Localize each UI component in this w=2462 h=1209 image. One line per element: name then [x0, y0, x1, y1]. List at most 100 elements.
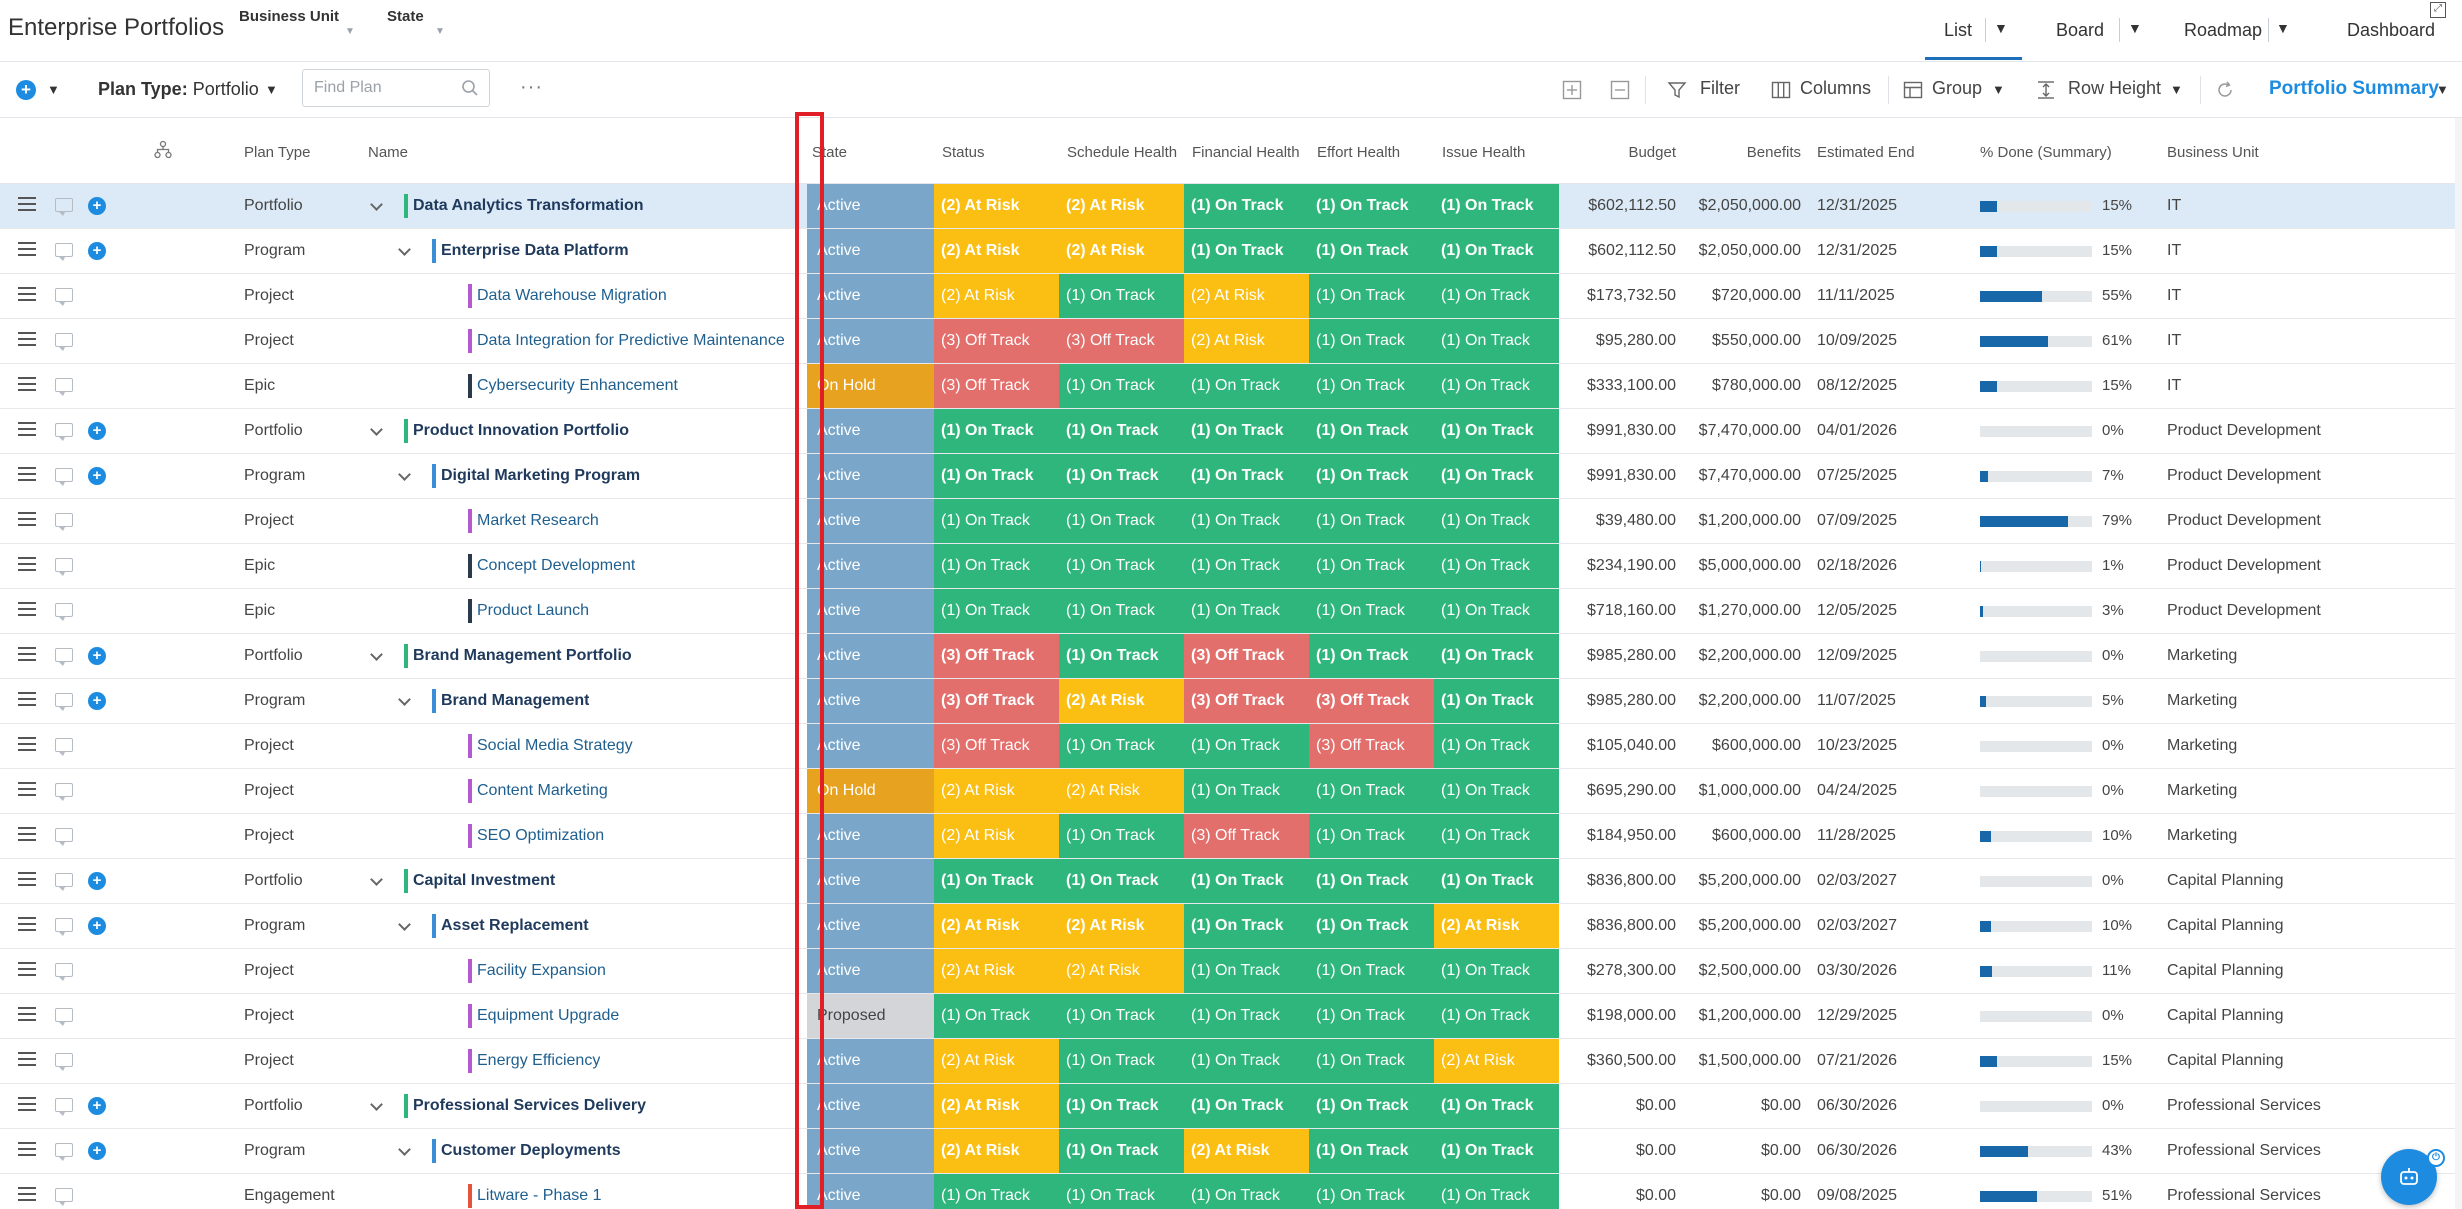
- effort-health-cell[interactable]: (1) On Track: [1309, 814, 1434, 858]
- financial-health-cell[interactable]: (1) On Track: [1184, 769, 1309, 813]
- drag-handle-icon[interactable]: [18, 1052, 36, 1068]
- schedule-health-cell[interactable]: (1) On Track: [1059, 589, 1184, 633]
- column-header-name[interactable]: Name: [368, 144, 409, 161]
- issue-health-cell[interactable]: (1) On Track: [1434, 1129, 1559, 1173]
- chevron-down-icon[interactable]: [370, 198, 383, 211]
- add-child-button[interactable]: +: [88, 242, 106, 260]
- chevron-down-icon[interactable]: [370, 648, 383, 661]
- add-child-button[interactable]: +: [88, 197, 106, 215]
- plan-name-link[interactable]: Concept Development: [477, 557, 636, 574]
- schedule-health-cell[interactable]: (1) On Track: [1059, 859, 1184, 903]
- state-cell[interactable]: Active: [807, 634, 934, 678]
- financial-health-cell[interactable]: (1) On Track: [1184, 364, 1309, 408]
- comment-icon[interactable]: [55, 468, 73, 486]
- table-row[interactable]: + Portfolio Product Innovation Portfolio Ac…: [0, 409, 2462, 454]
- plan-name-link[interactable]: Professional Services Delivery: [413, 1097, 647, 1114]
- table-row[interactable]: Project Data Integration for Predictive M…: [0, 319, 2462, 364]
- effort-health-cell[interactable]: (1) On Track: [1309, 1129, 1434, 1173]
- financial-health-cell[interactable]: (1) On Track: [1184, 904, 1309, 948]
- chevron-down-icon[interactable]: [398, 918, 411, 931]
- state-cell[interactable]: Active: [807, 949, 934, 993]
- plan-name-link[interactable]: Product Innovation Portfolio: [413, 422, 629, 439]
- issue-health-cell[interactable]: (1) On Track: [1434, 499, 1559, 543]
- group-icon[interactable]: [1903, 81, 1923, 99]
- comment-icon[interactable]: [55, 198, 73, 216]
- chevron-down-icon[interactable]: [398, 1143, 411, 1156]
- financial-health-cell[interactable]: (1) On Track: [1184, 994, 1309, 1038]
- financial-health-cell[interactable]: (1) On Track: [1184, 229, 1309, 273]
- schedule-health-cell[interactable]: (1) On Track: [1059, 274, 1184, 318]
- financial-health-cell[interactable]: (1) On Track: [1184, 1084, 1309, 1128]
- financial-health-cell[interactable]: (1) On Track: [1184, 454, 1309, 498]
- state-cell[interactable]: On Hold: [807, 364, 934, 408]
- state-cell[interactable]: Active: [807, 229, 934, 273]
- column-header-plan-type[interactable]: Plan Type: [244, 144, 311, 161]
- state-cell[interactable]: Active: [807, 184, 934, 228]
- column-header-schedule-health[interactable]: Schedule Health: [1067, 144, 1178, 161]
- column-header-budget[interactable]: Budget: [1628, 144, 1676, 161]
- schedule-health-cell[interactable]: (2) At Risk: [1059, 229, 1184, 273]
- drag-handle-icon[interactable]: [18, 1187, 36, 1203]
- state-filter[interactable]: State: [387, 8, 424, 25]
- column-header-benefits[interactable]: Benefits: [1746, 144, 1801, 161]
- effort-health-cell[interactable]: (1) On Track: [1309, 634, 1434, 678]
- state-cell[interactable]: On Hold: [807, 769, 934, 813]
- comment-icon[interactable]: [55, 738, 73, 756]
- issue-health-cell[interactable]: (2) At Risk: [1434, 1039, 1559, 1083]
- status-health-cell[interactable]: (1) On Track: [934, 589, 1059, 633]
- row-height-button[interactable]: Row Height: [2068, 78, 2162, 98]
- plan-name-link[interactable]: Facility Expansion: [477, 962, 606, 979]
- table-row[interactable]: + Portfolio Professional Services Delivery…: [0, 1084, 2462, 1129]
- status-health-cell[interactable]: (3) Off Track: [934, 724, 1059, 768]
- financial-health-cell[interactable]: (2) At Risk: [1184, 319, 1309, 363]
- comment-icon[interactable]: [55, 513, 73, 531]
- financial-health-cell[interactable]: (1) On Track: [1184, 724, 1309, 768]
- tab-roadmap[interactable]: Roadmap: [2184, 20, 2263, 40]
- effort-health-cell[interactable]: (1) On Track: [1309, 364, 1434, 408]
- schedule-health-cell[interactable]: (1) On Track: [1059, 499, 1184, 543]
- business-unit-filter[interactable]: Business Unit: [239, 8, 340, 25]
- schedule-health-cell[interactable]: (2) At Risk: [1059, 184, 1184, 228]
- search-box[interactable]: [302, 69, 490, 107]
- comment-icon[interactable]: [55, 558, 73, 576]
- effort-health-cell[interactable]: (1) On Track: [1309, 994, 1434, 1038]
- status-health-cell[interactable]: (3) Off Track: [934, 319, 1059, 363]
- state-cell[interactable]: Active: [807, 589, 934, 633]
- issue-health-cell[interactable]: (1) On Track: [1434, 769, 1559, 813]
- collapse-all-icon[interactable]: [1610, 80, 1630, 100]
- comment-icon[interactable]: [55, 243, 73, 261]
- effort-health-cell[interactable]: (1) On Track: [1309, 499, 1434, 543]
- table-row[interactable]: + Portfolio Brand Management Portfolio Acti…: [0, 634, 2462, 679]
- column-header-issue-health[interactable]: Issue Health: [1442, 144, 1526, 161]
- chevron-down-icon[interactable]: [370, 423, 383, 436]
- refresh-icon[interactable]: [2215, 80, 2235, 100]
- column-header-effort-health[interactable]: Effort Health: [1317, 144, 1401, 161]
- add-child-button[interactable]: +: [88, 917, 106, 935]
- status-health-cell[interactable]: (2) At Risk: [934, 904, 1059, 948]
- plan-name-link[interactable]: Data Analytics Transformation: [413, 197, 644, 214]
- financial-health-cell[interactable]: (3) Off Track: [1184, 814, 1309, 858]
- financial-health-cell[interactable]: (1) On Track: [1184, 589, 1309, 633]
- add-child-button[interactable]: +: [88, 467, 106, 485]
- list-view-chevron-down-icon[interactable]: ▼: [1994, 20, 2008, 36]
- drag-handle-icon[interactable]: [18, 197, 36, 213]
- comment-icon[interactable]: [55, 288, 73, 306]
- schedule-health-cell[interactable]: (2) At Risk: [1059, 769, 1184, 813]
- assistant-power-icon[interactable]: ⏻: [2427, 1149, 2445, 1167]
- table-row[interactable]: Project Social Media Strategy Active (3) Of…: [0, 724, 2462, 769]
- drag-handle-icon[interactable]: [18, 917, 36, 933]
- chevron-down-icon[interactable]: [370, 1098, 383, 1111]
- issue-health-cell[interactable]: (1) On Track: [1434, 994, 1559, 1038]
- comment-icon[interactable]: [55, 1008, 73, 1026]
- effort-health-cell[interactable]: (1) On Track: [1309, 229, 1434, 273]
- status-health-cell[interactable]: (3) Off Track: [934, 634, 1059, 678]
- schedule-health-cell[interactable]: (1) On Track: [1059, 409, 1184, 453]
- hierarchy-icon[interactable]: [154, 140, 172, 160]
- chevron-down-icon[interactable]: [398, 243, 411, 256]
- table-row[interactable]: Project Data Warehouse Migration Active (2)…: [0, 274, 2462, 319]
- status-health-cell[interactable]: (2) At Risk: [934, 769, 1059, 813]
- column-header-pct-done[interactable]: % Done (Summary): [1980, 144, 2112, 161]
- state-cell[interactable]: Active: [807, 499, 934, 543]
- schedule-health-cell[interactable]: (2) At Risk: [1059, 679, 1184, 723]
- issue-health-cell[interactable]: (1) On Track: [1434, 409, 1559, 453]
